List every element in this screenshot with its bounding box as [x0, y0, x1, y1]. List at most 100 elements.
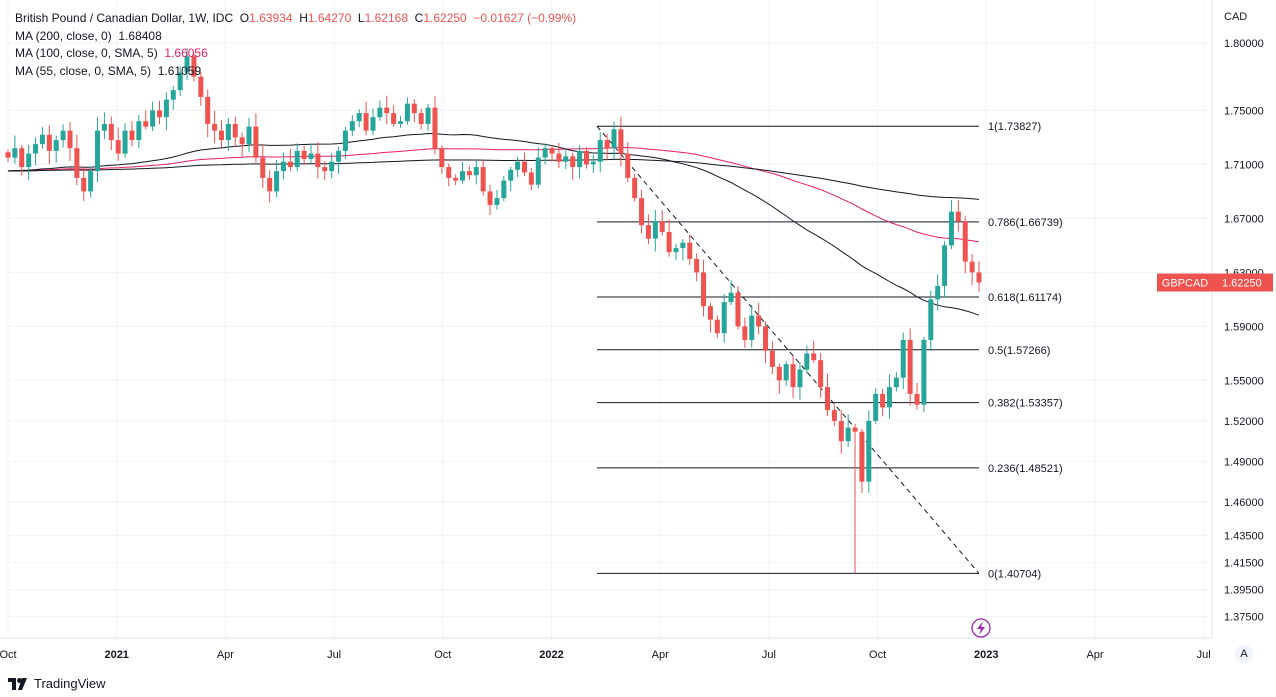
candle-body — [790, 364, 796, 388]
candle — [349, 115, 355, 136]
candle — [859, 428, 865, 494]
candle — [707, 302, 713, 333]
candle-body — [618, 129, 624, 154]
candle-body — [404, 103, 410, 122]
candle-body — [776, 366, 782, 381]
candle-body — [900, 339, 906, 378]
candle-body — [935, 285, 941, 300]
candle-body — [329, 161, 335, 172]
candle — [432, 96, 438, 155]
candle — [714, 315, 720, 339]
chart-grid — [5, 0, 1212, 638]
candle-body — [108, 123, 114, 141]
candle — [652, 209, 658, 252]
candle — [590, 154, 596, 173]
candle-body — [205, 96, 211, 124]
lightning-icon — [977, 621, 985, 635]
fibonacci-retracement: 1(1.73827) 0.786(1.66739) 0.618(1.61174) 0.… — [596, 121, 1063, 580]
ma55-legend[interactable]: MA (55, close, 0, SMA, 5) 1.61059 — [15, 63, 202, 78]
candle-body — [577, 150, 583, 168]
candle — [274, 160, 280, 198]
candle — [301, 145, 307, 165]
candle — [67, 122, 73, 161]
moving-averages — [7, 132, 980, 316]
ma100-legend[interactable]: MA (100, close, 0, SMA, 5) 1.66056 — [15, 46, 208, 60]
candle-body — [521, 161, 527, 173]
candle — [535, 147, 541, 189]
price-tick-label: 1.59000 — [1224, 321, 1264, 333]
candle — [108, 116, 114, 150]
ma200-legend[interactable]: MA (200, close, 0) 1.68408 — [15, 28, 162, 43]
candle — [852, 423, 858, 574]
candle — [53, 135, 59, 163]
candle — [811, 340, 817, 363]
candle-body — [728, 292, 734, 303]
candle-body — [60, 130, 66, 141]
candle — [12, 135, 18, 164]
last-price-label: 1.62250 — [1222, 278, 1262, 290]
time-tick-label: Apr — [1086, 649, 1103, 661]
candle-body — [322, 167, 328, 172]
candle — [721, 294, 727, 343]
candle-body — [542, 148, 548, 158]
candle-body — [143, 121, 149, 127]
candle — [639, 189, 645, 234]
candle-body — [115, 140, 121, 154]
candle-body — [232, 123, 238, 138]
tradingview-logo[interactable]: TradingView — [8, 676, 106, 691]
candle — [583, 147, 589, 169]
candle — [886, 374, 892, 419]
candle — [418, 108, 424, 130]
candle-body — [439, 148, 445, 168]
price-tick-label: 1.37500 — [1224, 612, 1264, 624]
ma55-line — [7, 132, 980, 316]
candle — [239, 132, 245, 157]
price-tick-label: 1.67000 — [1224, 213, 1264, 225]
candle — [342, 126, 348, 159]
candle — [322, 161, 328, 180]
candle — [749, 305, 755, 348]
candle-body — [267, 177, 273, 192]
candle-body — [170, 90, 176, 100]
candle — [501, 176, 507, 202]
candle — [632, 173, 638, 202]
candle-body — [26, 153, 32, 168]
time-tick-label: Jul — [762, 649, 776, 661]
fib-level-label: 0(1.40704) — [988, 568, 1041, 580]
candle — [453, 174, 459, 186]
candle-body — [645, 225, 651, 239]
candle — [398, 116, 404, 128]
brand-label: TradingView — [34, 676, 106, 691]
candle — [907, 328, 913, 406]
candle-body — [308, 153, 314, 159]
events-icon — [971, 618, 991, 638]
candle-body — [721, 302, 727, 334]
price-tick-label: 1.55000 — [1224, 375, 1264, 387]
candle-body — [687, 242, 693, 259]
candle-body — [666, 231, 672, 253]
auto-scale-button[interactable]: A — [1235, 645, 1253, 663]
candle — [5, 149, 11, 163]
candle — [391, 105, 397, 127]
candle — [763, 321, 769, 364]
candle-body — [487, 191, 493, 205]
candle-body — [88, 171, 94, 192]
candle — [797, 361, 803, 401]
time-tick-label: 2022 — [539, 649, 563, 661]
candle-body — [797, 369, 803, 388]
candle-body — [673, 248, 679, 253]
candle — [74, 135, 80, 186]
candle-body — [749, 315, 755, 340]
symbol-tag-label: GBPCAD — [1162, 278, 1209, 290]
candle — [769, 341, 775, 374]
candle — [143, 110, 149, 130]
candle — [480, 160, 486, 196]
candle-body — [639, 198, 645, 226]
candle — [556, 142, 562, 169]
candle — [446, 163, 452, 187]
fib-level-label: 0.5(1.57266) — [988, 345, 1050, 357]
candle-body — [39, 134, 45, 145]
candle-body — [783, 364, 789, 381]
candle — [26, 144, 32, 181]
